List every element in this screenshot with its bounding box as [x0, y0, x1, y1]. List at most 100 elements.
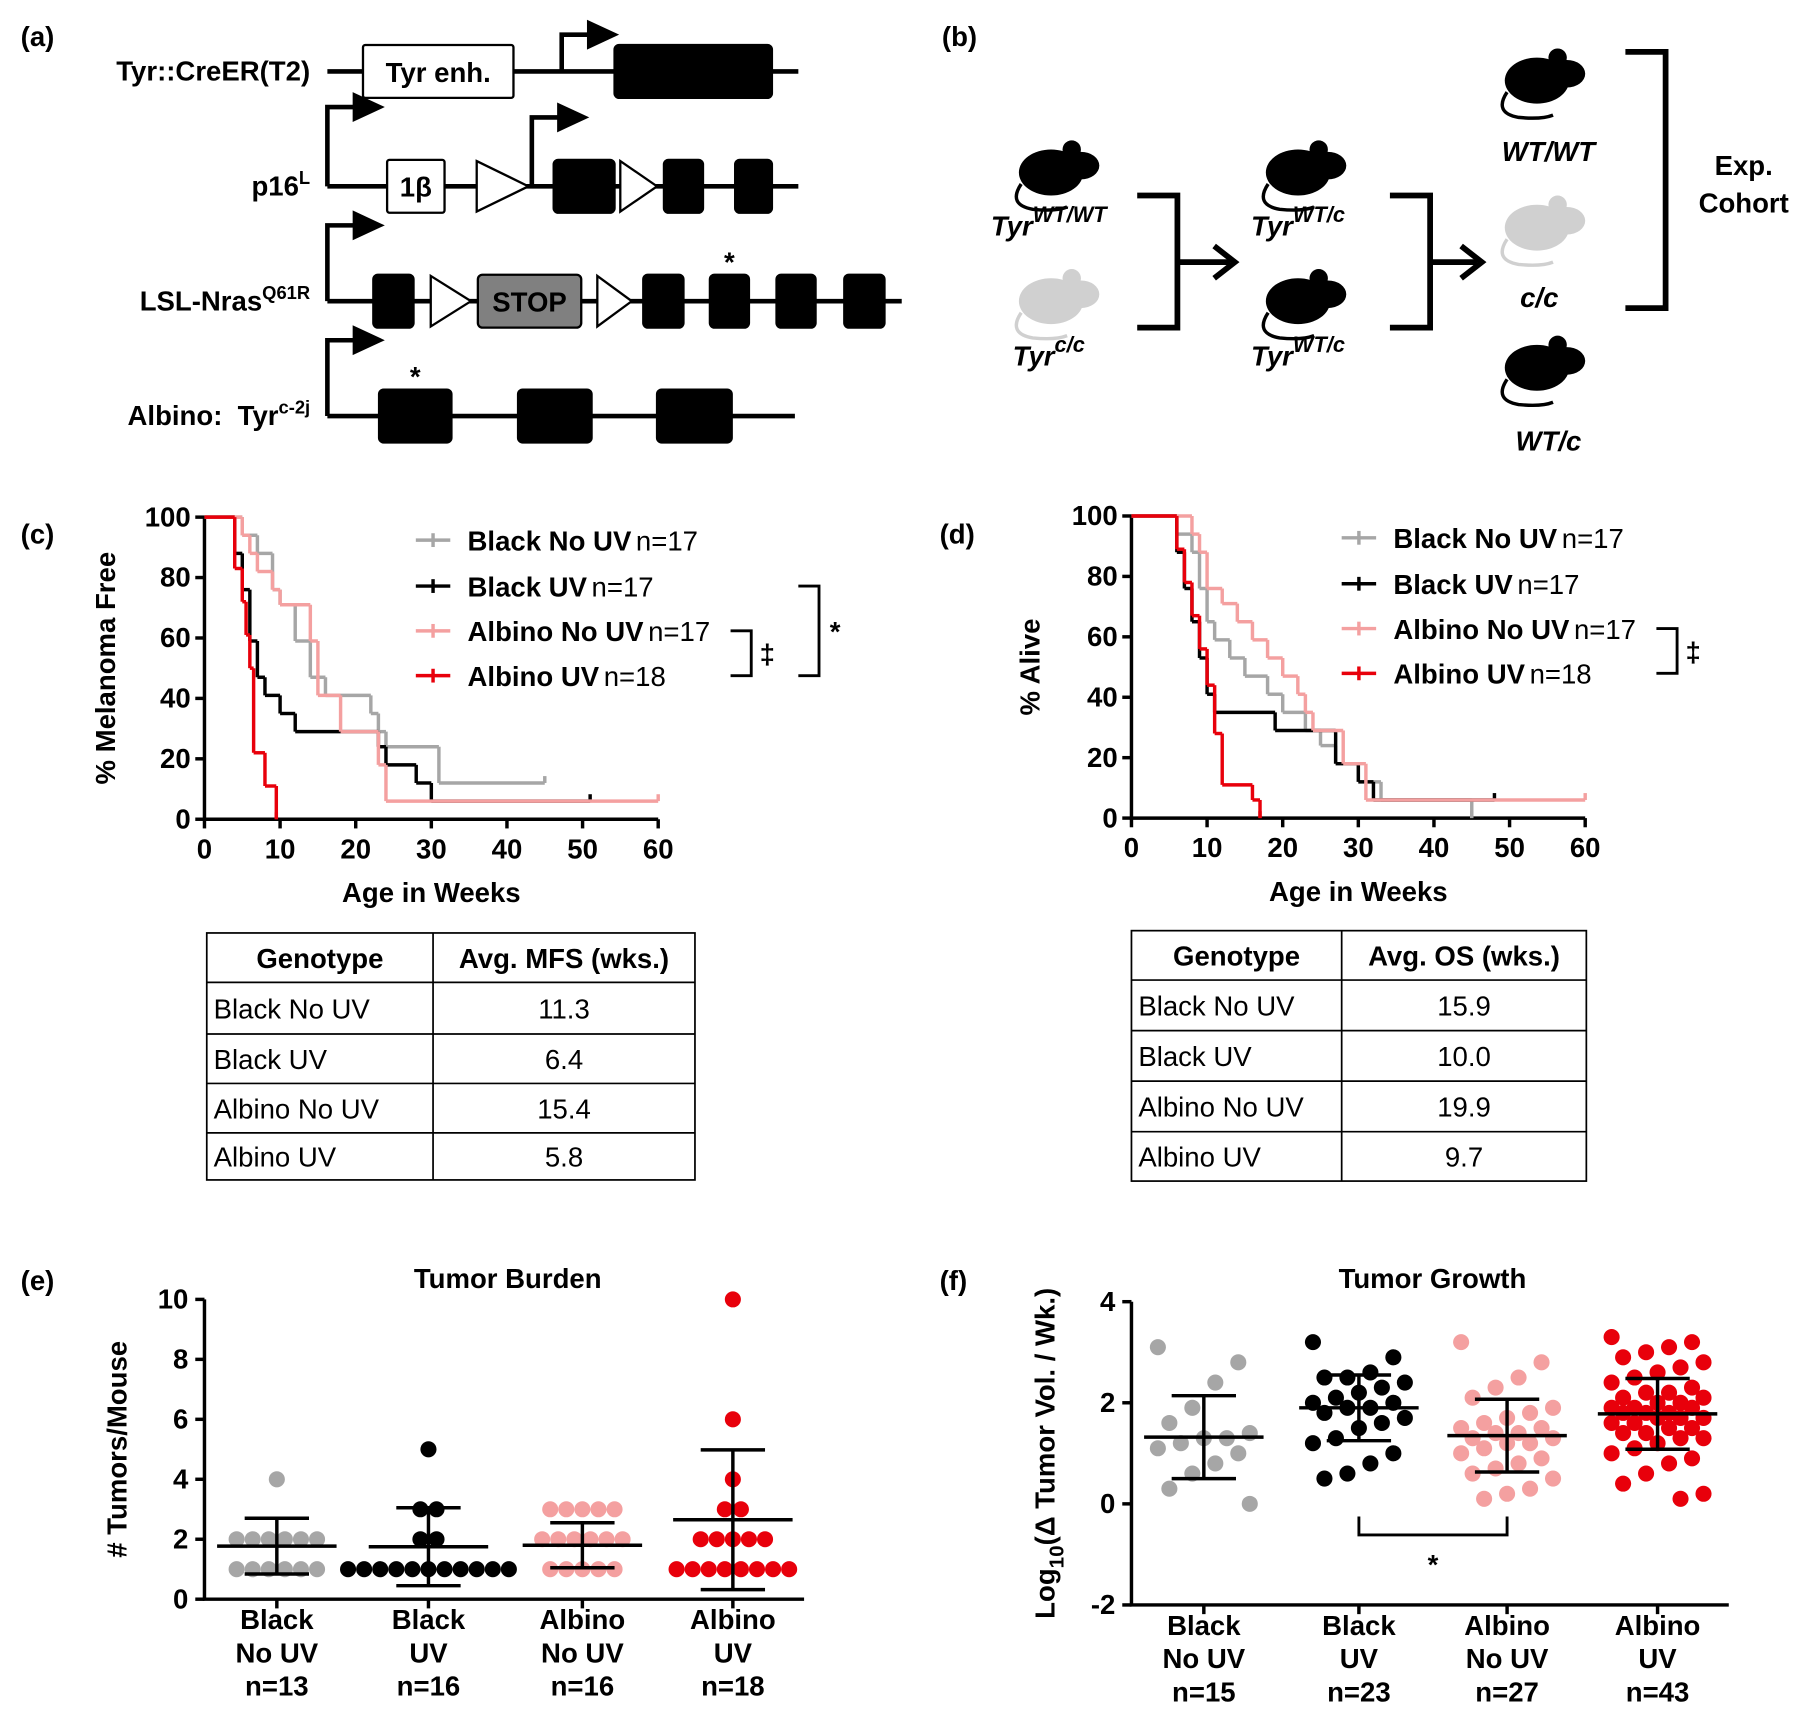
cohort-genotype: WT/WT: [1502, 136, 1597, 167]
data-dot: [404, 1561, 421, 1578]
exon-box: [377, 388, 453, 444]
legend-n: n=17: [648, 616, 710, 647]
mouse-icon: [1261, 140, 1347, 212]
x-tick-label: 50: [567, 833, 598, 864]
data-dot: [716, 1561, 733, 1578]
exon-label: 5: [857, 287, 872, 318]
data-dot: [1615, 1389, 1632, 1406]
genotype-label-sup: WT/WT: [1033, 202, 1109, 227]
exon-box: [516, 388, 593, 444]
exon-box: [552, 158, 616, 214]
table-frame: [1130, 929, 1588, 1182]
arrow-head: [1459, 243, 1487, 281]
data-dot: [558, 1501, 575, 1518]
data-dot: [1373, 1379, 1390, 1396]
data-dot: [1615, 1475, 1632, 1492]
panel-label: (e): [21, 1265, 55, 1296]
table-cell: Black No UV: [214, 994, 371, 1025]
data-dot: [1476, 1414, 1493, 1432]
x-tick-label: 30: [1343, 832, 1374, 863]
table-cell: Albino No UV: [214, 1093, 380, 1124]
legend-n: n=18: [604, 661, 666, 692]
data-dot: [598, 1531, 615, 1548]
data-dot: [1533, 1450, 1550, 1467]
data-dot: [308, 1531, 326, 1548]
data-dot: [1695, 1354, 1712, 1371]
y-axis-label: Log10(Δ Tumor Vol. / Wk.): [1029, 1288, 1068, 1619]
sig-bracket: [1656, 627, 1679, 675]
x-tick-label: 20: [1267, 832, 1298, 863]
gene-label-sup: L: [299, 167, 310, 188]
table-cell: 11.3: [538, 994, 590, 1025]
genotype-label-sup: WT/c: [1293, 202, 1345, 227]
cohort-genotype: WT/c: [1516, 426, 1582, 457]
category-label: UV: [1340, 1643, 1379, 1674]
data-dot: [1453, 1445, 1470, 1462]
data-dot: [412, 1531, 429, 1548]
y-tick-label: 2: [1100, 1387, 1115, 1418]
loxp: [619, 158, 660, 214]
data-dot: [781, 1561, 798, 1578]
data-dot: [1522, 1404, 1539, 1421]
table-cell: 6.4: [545, 1044, 583, 1075]
mouse-tail: [1014, 183, 1068, 212]
exon-box: [655, 388, 733, 444]
exon-label: 1β: [400, 172, 432, 203]
exon-label: 2: [547, 401, 562, 432]
data-dot: [1544, 1399, 1562, 1416]
data-dot: [1533, 1354, 1550, 1371]
table-cell: Black UV: [214, 1044, 328, 1075]
data-dot: [428, 1531, 445, 1548]
legend-label: Albino UV: [1393, 659, 1525, 690]
data-dot: [1695, 1430, 1712, 1447]
y-axis-label-rest: (Δ Tumor Vol. / Wk.): [1029, 1288, 1060, 1546]
data-dot: [1487, 1379, 1504, 1396]
legend-label: Black UV: [468, 571, 588, 602]
genotype-label-sup: c/c: [1055, 332, 1085, 357]
table-cell: 9.7: [1445, 1142, 1483, 1173]
data-dot: [356, 1561, 373, 1578]
mouse-icon: [1500, 48, 1586, 120]
table-header: Avg. OS (wks.): [1368, 941, 1560, 972]
y-axis-label: % Alive: [1015, 619, 1046, 716]
category-label: No UV: [1466, 1643, 1549, 1674]
x-tick-label: 60: [643, 833, 674, 864]
y-axis-label-base: Log: [1029, 1568, 1060, 1618]
gene-label: LSL-NrasQ61R: [140, 282, 310, 317]
data-dot: [1464, 1389, 1481, 1406]
promoter-arrow: [529, 115, 560, 187]
gene-label-sup: Q61R: [262, 282, 310, 303]
data-dot: [1638, 1465, 1655, 1482]
table-cell: 15.4: [537, 1093, 591, 1124]
panel-label: (f): [940, 1265, 968, 1296]
data-dot: [1544, 1470, 1562, 1487]
data-dot: [1464, 1465, 1481, 1482]
data-dot: [1385, 1445, 1402, 1462]
data-dot: [1327, 1430, 1344, 1447]
category-label: Albino: [1615, 1610, 1701, 1641]
exon-label: STOP: [492, 287, 567, 318]
data-dot: [452, 1561, 469, 1578]
data-dot: [228, 1531, 245, 1548]
mutation-asterisk: *: [410, 361, 421, 392]
panel-label: (d): [940, 519, 975, 550]
y-tick-label: 6: [173, 1404, 188, 1435]
data-dot: [1672, 1430, 1689, 1447]
y-tick-label: 20: [160, 743, 191, 774]
y-tick-label: 0: [173, 1583, 188, 1614]
data-dot: [436, 1561, 453, 1578]
y-tick-label: 4: [173, 1463, 189, 1494]
loxp: [429, 273, 474, 329]
bracket: [1389, 192, 1433, 331]
x-tick-label: 40: [1419, 832, 1450, 863]
category-label: Albino: [540, 1604, 626, 1635]
mouse-ear: [1548, 335, 1567, 355]
y-axis-label: # Tumors/Mouse: [101, 1341, 132, 1558]
data-dot: [1638, 1384, 1655, 1401]
mouse-ear: [1548, 195, 1567, 214]
mouse-icon: [1261, 269, 1347, 341]
data-dot: [340, 1561, 357, 1578]
data-dot: [716, 1501, 733, 1518]
data-dot: [732, 1561, 749, 1578]
data-dot: [1327, 1389, 1344, 1406]
